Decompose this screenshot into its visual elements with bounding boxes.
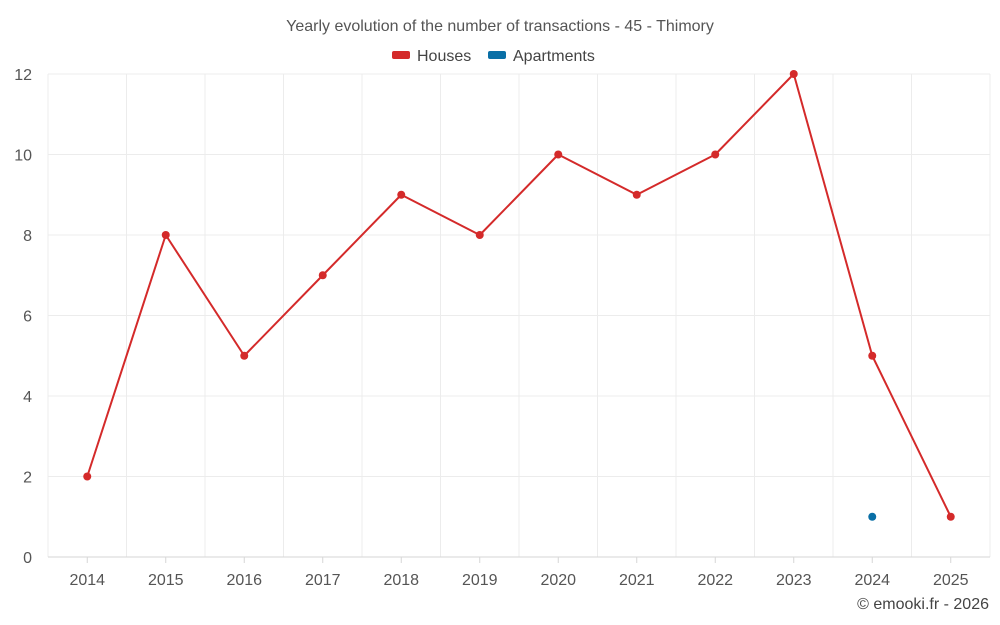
- legend-label-houses: Houses: [417, 48, 471, 65]
- data-point-houses[interactable]: [83, 472, 92, 481]
- data-point-houses[interactable]: [868, 351, 877, 360]
- data-point-houses[interactable]: [711, 150, 720, 159]
- y-tick-label: 2: [23, 470, 32, 487]
- y-tick-label: 10: [14, 148, 32, 165]
- legend-swatch-houses: [392, 51, 410, 59]
- data-point-houses[interactable]: [946, 512, 955, 521]
- axes: 0 2 4 6 8 10 12 2014 2015 2016 2017 2018 2019 2020 202…: [14, 67, 990, 589]
- chart-title: Yearly evolution of the number of transa…: [286, 18, 714, 35]
- y-tick-label: 8: [23, 228, 32, 245]
- series-line-houses: [86, 73, 952, 518]
- data-point-houses[interactable]: [161, 231, 170, 239]
- x-tick-label: 2022: [697, 572, 733, 589]
- x-tick-label: 2025: [933, 572, 969, 589]
- legend-item-houses[interactable]: Houses: [392, 48, 471, 65]
- x-tick-label: 2023: [776, 572, 812, 589]
- y-tick-label: 4: [23, 389, 32, 406]
- footer-credit: © emooki.fr - 2026: [857, 596, 989, 613]
- x-tick-label: 2017: [305, 572, 341, 589]
- legend-swatch-apartments: [488, 51, 506, 59]
- x-tick-label: 2020: [540, 572, 576, 589]
- series-houses: [83, 70, 955, 521]
- data-point-houses[interactable]: [318, 271, 327, 280]
- x-tick-label: 2015: [148, 572, 184, 589]
- legend: Houses Apartments: [392, 48, 595, 65]
- x-tick-label: 2024: [854, 572, 890, 589]
- x-tick-label: 2018: [383, 572, 419, 589]
- data-point-houses[interactable]: [554, 150, 563, 159]
- legend-label-apartments: Apartments: [513, 48, 595, 65]
- x-tick-label: 2021: [619, 572, 655, 589]
- x-tick-label: 2014: [69, 572, 105, 589]
- series: [83, 70, 955, 521]
- legend-item-apartments[interactable]: Apartments: [488, 48, 595, 65]
- data-point-apartments[interactable]: [868, 512, 877, 521]
- data-point-houses[interactable]: [632, 190, 641, 199]
- data-point-houses[interactable]: [397, 190, 406, 199]
- data-point-houses[interactable]: [240, 351, 249, 360]
- y-tick-label: 12: [14, 67, 32, 84]
- series-apartments: [868, 512, 877, 521]
- data-point-houses[interactable]: [789, 70, 798, 78]
- y-tick-label: 0: [23, 550, 32, 567]
- grid: [47, 73, 991, 557]
- y-tick-label: 6: [23, 309, 32, 326]
- data-point-houses[interactable]: [475, 231, 484, 239]
- x-tick-label: 2019: [462, 572, 498, 589]
- x-tick-label: 2016: [226, 572, 262, 589]
